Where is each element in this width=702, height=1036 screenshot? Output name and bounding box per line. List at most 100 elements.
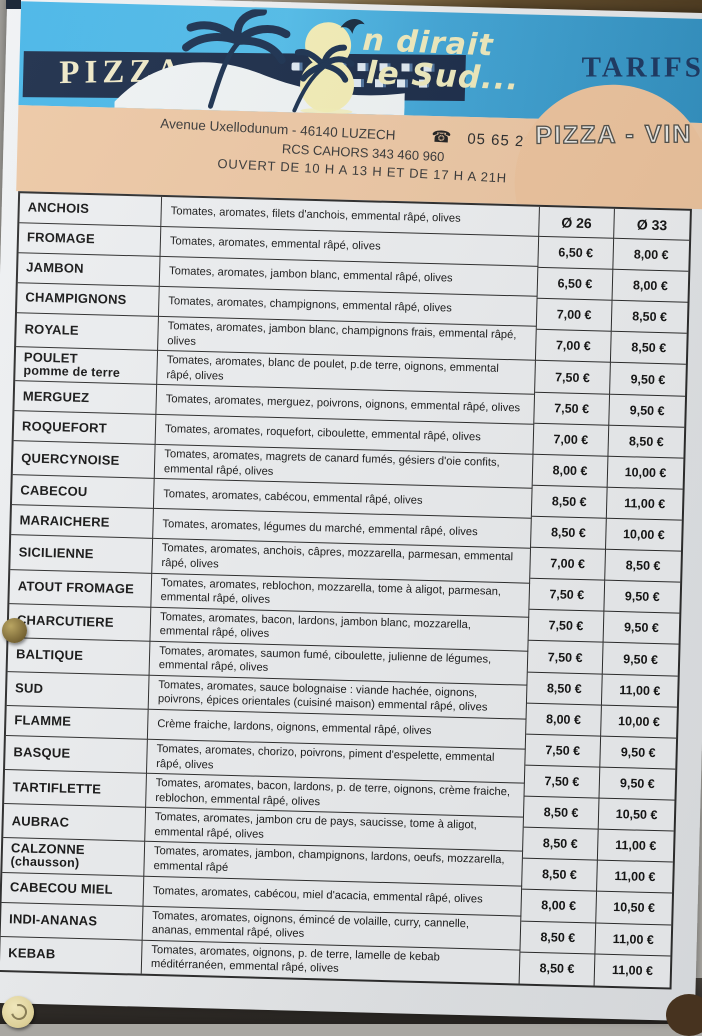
size-header: Ø 33 <box>614 209 690 241</box>
table-row-name: FLAMME <box>6 706 149 740</box>
price-diam-26: 8,50 € <box>520 952 596 985</box>
slogan-text: n dirait le Sud... <box>360 25 521 96</box>
table-row-name: AUBRAC <box>3 804 146 842</box>
pizza-name-subline: pomme de terre <box>23 364 120 380</box>
table-row-name: QUERCYNOISE <box>13 441 156 479</box>
pizza-name-label: ROQUEFORT <box>22 419 107 436</box>
price-diam-33: 8,50 € <box>612 301 688 334</box>
price-diam-33: 9,50 € <box>600 736 676 769</box>
phone-number: 05 65 20 10 78 <box>467 130 582 153</box>
pizza-name-label: AUBRAC <box>12 814 70 830</box>
price-diam-26: 8,50 € <box>524 797 600 830</box>
price-diam-26: 8,50 € <box>523 828 599 861</box>
price-diam-33: 9,50 € <box>604 581 680 614</box>
table-row-name: BALTIQUE <box>8 638 151 676</box>
table-row-name: CHAMPIGNONS <box>17 283 160 317</box>
pizza-name-label: CHAMPIGNONS <box>25 291 126 308</box>
price-diam-33: 8,50 € <box>605 550 681 583</box>
price-diam-26: 8,00 € <box>526 703 602 736</box>
pizza-name-label: ROYALE <box>24 323 79 339</box>
pizza-name-label: ATOUT FROMAGE <box>18 579 135 596</box>
price-diam-26: 8,50 € <box>527 672 603 705</box>
pizza-name-label: FLAMME <box>14 714 71 730</box>
price-diam-26: 8,50 € <box>531 517 607 550</box>
pushpin-shadow <box>666 994 702 1036</box>
phone-icon: ☎ <box>431 127 452 148</box>
price-diam-26: 8,50 € <box>532 486 608 519</box>
price-diam-26: 6,50 € <box>538 237 614 270</box>
price-diam-26: 7,50 € <box>529 610 605 643</box>
tarifs-title: TARIFS <box>581 51 702 84</box>
price-diam-26: 6,50 € <box>538 268 614 301</box>
price-diam-33: 8,50 € <box>611 332 687 365</box>
price-diam-26: 8,50 € <box>522 859 598 892</box>
pizza-name-label: MERGUEZ <box>23 389 90 405</box>
table-row-name: CABECOU MIEL <box>2 872 145 906</box>
table-row-name: INDI-ANANAS <box>1 902 144 940</box>
table-row-name: KEBAB <box>0 937 143 974</box>
pizza-name-label: BASQUE <box>13 746 70 762</box>
pizza-name-label: CABECOU MIEL <box>10 880 113 897</box>
table-row-name: MARAICHERE <box>11 505 154 539</box>
table-row-name: ANCHOIS <box>19 193 162 227</box>
price-diam-26: 8,00 € <box>521 890 597 923</box>
wall-notch <box>6 0 21 9</box>
table-row-name: SUD <box>7 672 150 710</box>
price-diam-26: 7,50 € <box>525 766 601 799</box>
table-row-name: SICILIENNE <box>10 535 153 573</box>
price-diam-33: 9,50 € <box>604 612 680 645</box>
pizza-name-label: QUERCYNOISE <box>21 451 120 468</box>
table-row-name: ROYALE <box>16 313 159 351</box>
price-diam-26: 7,50 € <box>529 579 605 612</box>
price-diam-33: 10,00 € <box>608 457 684 490</box>
price-diam-33: 10,00 € <box>606 519 682 552</box>
table-row-name: CHARCUTIERE <box>8 604 151 642</box>
price-diam-33: 11,00 € <box>597 861 673 894</box>
price-diam-26: 7,50 € <box>535 361 611 394</box>
pizza-name-label: SUD <box>15 682 43 697</box>
table-row-name: ATOUT FROMAGE <box>9 570 152 608</box>
price-diam-33: 11,00 € <box>607 488 683 521</box>
price-diam-33: 9,50 € <box>603 643 679 676</box>
table-row-name: CALZONNE(chausson) <box>2 838 145 876</box>
pizza-name-label: CHARCUTIERE <box>17 613 114 630</box>
price-diam-26: 7,00 € <box>536 330 612 363</box>
pizza-name-label: JAMBON <box>26 261 84 277</box>
price-diam-33: 10,00 € <box>601 705 677 738</box>
table-row-name: BASQUE <box>5 736 148 774</box>
pizza-name-label: FROMAGE <box>27 231 95 247</box>
pizza-name-subline: (chausson) <box>10 855 79 871</box>
price-diam-33: 8,50 € <box>608 425 684 458</box>
pushpin-icon <box>2 996 34 1028</box>
table-row-name: MERGUEZ <box>14 381 157 415</box>
pizza-name-label: CABECOU <box>20 483 87 499</box>
price-diam-33: 8,00 € <box>613 239 689 272</box>
pushpin-icon <box>2 618 27 643</box>
price-diam-33: 11,00 € <box>598 830 674 863</box>
size-header: Ø 26 <box>539 207 615 239</box>
price-diam-26: 8,50 € <box>520 921 596 954</box>
pizza-name-label: INDI-ANANAS <box>9 912 98 929</box>
pizza-name-label: SICILIENNE <box>19 545 94 561</box>
pizza-name-label: BALTIQUE <box>16 647 83 663</box>
table-row-name: FROMAGE <box>19 223 162 257</box>
price-diam-33: 11,00 € <box>595 954 671 987</box>
price-diam-33: 11,00 € <box>595 923 671 956</box>
price-diam-26: 7,00 € <box>530 548 606 581</box>
price-diam-26: 7,50 € <box>534 392 610 425</box>
price-diam-33: 8,00 € <box>613 270 689 303</box>
price-diam-26: 7,00 € <box>537 299 613 332</box>
price-diam-33: 10,50 € <box>596 892 672 925</box>
pizza-name-label: KEBAB <box>8 946 56 962</box>
price-diam-26: 8,00 € <box>533 455 609 488</box>
pizza-name-label: TARTIFLETTE <box>12 780 101 797</box>
table-row-name: CABECOU <box>12 476 155 510</box>
pizza-name-label: MARAICHERE <box>19 513 109 530</box>
price-diam-33: 9,50 € <box>610 363 686 396</box>
table-row-name: ROQUEFORT <box>14 411 157 445</box>
